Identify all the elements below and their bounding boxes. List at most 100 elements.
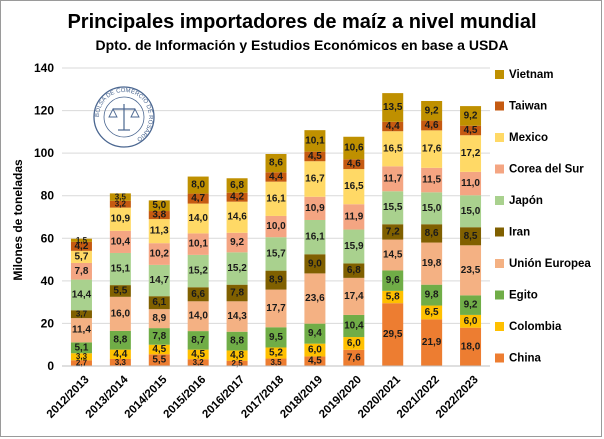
data-label: 4,7 xyxy=(191,193,205,204)
data-label: 19,8 xyxy=(422,258,442,269)
bar-segment xyxy=(148,264,170,297)
data-label: 2,5 xyxy=(232,359,244,368)
bar-segment xyxy=(460,106,482,126)
bar-segment xyxy=(70,318,92,343)
data-label: 10,4 xyxy=(111,236,131,247)
data-label: 11,0 xyxy=(461,178,480,189)
bar-segment xyxy=(421,224,443,243)
bar-segment xyxy=(343,349,365,366)
bar-segment xyxy=(109,349,131,359)
legend-label: Taiwan xyxy=(509,101,547,113)
legend-label: China xyxy=(509,353,542,365)
bar-segment xyxy=(460,135,482,172)
bar-segment xyxy=(421,305,443,320)
data-label: 9,2 xyxy=(464,110,478,121)
data-label: 10,4 xyxy=(344,320,364,331)
bar-segment xyxy=(187,254,209,288)
legend-label: Unión Europea xyxy=(509,258,591,270)
data-label: 4,8 xyxy=(230,350,244,361)
data-label: 23,6 xyxy=(305,293,325,304)
bar-segment xyxy=(187,349,209,360)
data-label: 4,5 xyxy=(191,349,205,360)
bar-segment xyxy=(343,204,365,230)
bar-segment xyxy=(304,356,326,366)
chart-title: Principales importadores de maíz a nivel… xyxy=(67,11,536,33)
data-label: 9,8 xyxy=(425,290,439,301)
legend-swatch xyxy=(495,70,504,79)
bar-segment xyxy=(460,245,482,296)
bar-segment xyxy=(148,344,170,355)
data-label: 8,9 xyxy=(269,275,283,286)
data-label: 15,7 xyxy=(266,248,286,259)
data-label: 29,5 xyxy=(383,329,403,340)
bar-segment xyxy=(187,203,209,234)
bar-segment xyxy=(421,167,443,193)
bar-segment xyxy=(265,289,287,328)
data-label: 5,8 xyxy=(386,292,400,303)
legend-swatch xyxy=(495,227,504,237)
bar-segment xyxy=(421,242,443,285)
data-label: 4,4 xyxy=(269,171,283,182)
data-label: 14,4 xyxy=(72,289,92,300)
data-label: 4,4 xyxy=(386,121,400,132)
legend-swatch xyxy=(495,101,504,111)
legend-label: Mexico xyxy=(509,132,548,144)
data-label: 14,6 xyxy=(227,212,247,223)
data-label: 17,4 xyxy=(344,291,364,302)
bar-segment xyxy=(304,130,326,152)
data-label: 7,8 xyxy=(75,266,89,277)
data-label: 10,2 xyxy=(150,249,170,260)
bar-segment xyxy=(460,195,482,228)
bar-segment xyxy=(187,301,209,332)
bar-segment xyxy=(382,270,404,291)
bcr-logo: BOLSA DE COMERCIO DE ROSARIO xyxy=(93,86,155,148)
bar-segment xyxy=(304,323,326,344)
bar-segment xyxy=(343,263,365,278)
data-label: 9,2 xyxy=(230,237,244,248)
bar-segment xyxy=(187,176,209,194)
data-label: 15,5 xyxy=(383,202,403,213)
data-label: 8,6 xyxy=(425,228,439,239)
data-label: 5,1 xyxy=(75,342,89,353)
bar-segment xyxy=(265,270,287,290)
data-label: 14,0 xyxy=(188,213,208,224)
data-label: 11,4 xyxy=(72,325,91,336)
bar-segment xyxy=(343,169,365,205)
bar-segment xyxy=(70,310,92,319)
data-label: 15,2 xyxy=(188,266,208,277)
legend-label: Iran xyxy=(509,227,530,239)
data-label: 15,1 xyxy=(111,264,131,275)
data-label: 10,1 xyxy=(305,135,325,146)
legend-swatch xyxy=(495,196,504,205)
y-tick-label: 0 xyxy=(47,359,54,373)
data-label: 9,0 xyxy=(308,258,322,269)
data-label: 9,4 xyxy=(308,328,322,339)
data-label: 3,2 xyxy=(115,200,127,209)
bar-segment xyxy=(148,309,170,329)
data-label: 8,0 xyxy=(191,180,205,191)
bar-segment xyxy=(460,314,482,328)
bar-segment xyxy=(421,284,443,306)
y-tick-label: 40 xyxy=(41,274,55,288)
bar-segment xyxy=(226,360,248,366)
bar-segment xyxy=(187,193,209,204)
y-axis-label: Milones de toneladas xyxy=(11,159,25,281)
data-label: 11,7 xyxy=(383,173,402,184)
data-label: 6,0 xyxy=(464,316,478,327)
data-label: 8,9 xyxy=(152,313,166,324)
bar-segment xyxy=(109,207,131,231)
data-label: 10,1 xyxy=(188,239,208,250)
bar-segment xyxy=(304,343,326,357)
bar-segment xyxy=(70,279,92,311)
data-label: 14,7 xyxy=(150,275,170,286)
data-label: 16,5 xyxy=(383,143,403,154)
data-label: 11,3 xyxy=(150,226,169,237)
data-label: 8,7 xyxy=(191,335,205,346)
data-label: 9,2 xyxy=(425,105,439,116)
y-tick-label: 60 xyxy=(41,231,55,245)
data-label: 14,5 xyxy=(383,249,403,260)
y-tick-label: 100 xyxy=(34,146,54,160)
data-label: 10,9 xyxy=(305,203,325,214)
bar-segment xyxy=(304,219,326,255)
